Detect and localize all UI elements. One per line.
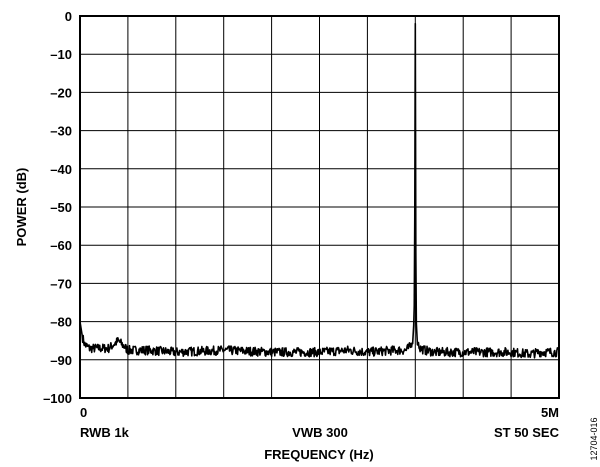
series-power-trace [79,22,560,359]
x-tick-label: 5M [541,405,559,420]
annotation-vwb: VWB 300 [292,425,348,440]
y-tick-label: –60 [50,238,72,253]
y-axis-title: POWER (dB) [14,168,29,247]
y-tick-label: –30 [50,124,72,139]
y-tick-label: –90 [50,353,72,368]
y-tick-label: –10 [50,47,72,62]
y-tick-label: –40 [50,162,72,177]
y-tick-label: –20 [50,85,72,100]
y-tick-label: –100 [43,391,72,406]
grid [80,16,559,398]
x-tick-labels: 0 5M [80,405,559,420]
y-tick-labels: 0 –10 –20 –30 –40 –50 –60 –70 –80 –90 –100 [43,9,72,406]
figure-id: 12704-016 [589,417,599,460]
x-tick-label: 0 [80,405,87,420]
annotation-sweep-time: ST 50 SEC [494,425,560,440]
y-tick-label: –70 [50,276,72,291]
x-axis-title: FREQUENCY (Hz) [264,447,374,462]
annotation-rwb: RWB 1k [80,425,130,440]
y-tick-label: 0 [65,9,72,24]
plot-frame [79,15,560,399]
y-tick-label: –80 [50,315,72,330]
y-tick-label: –50 [50,200,72,215]
